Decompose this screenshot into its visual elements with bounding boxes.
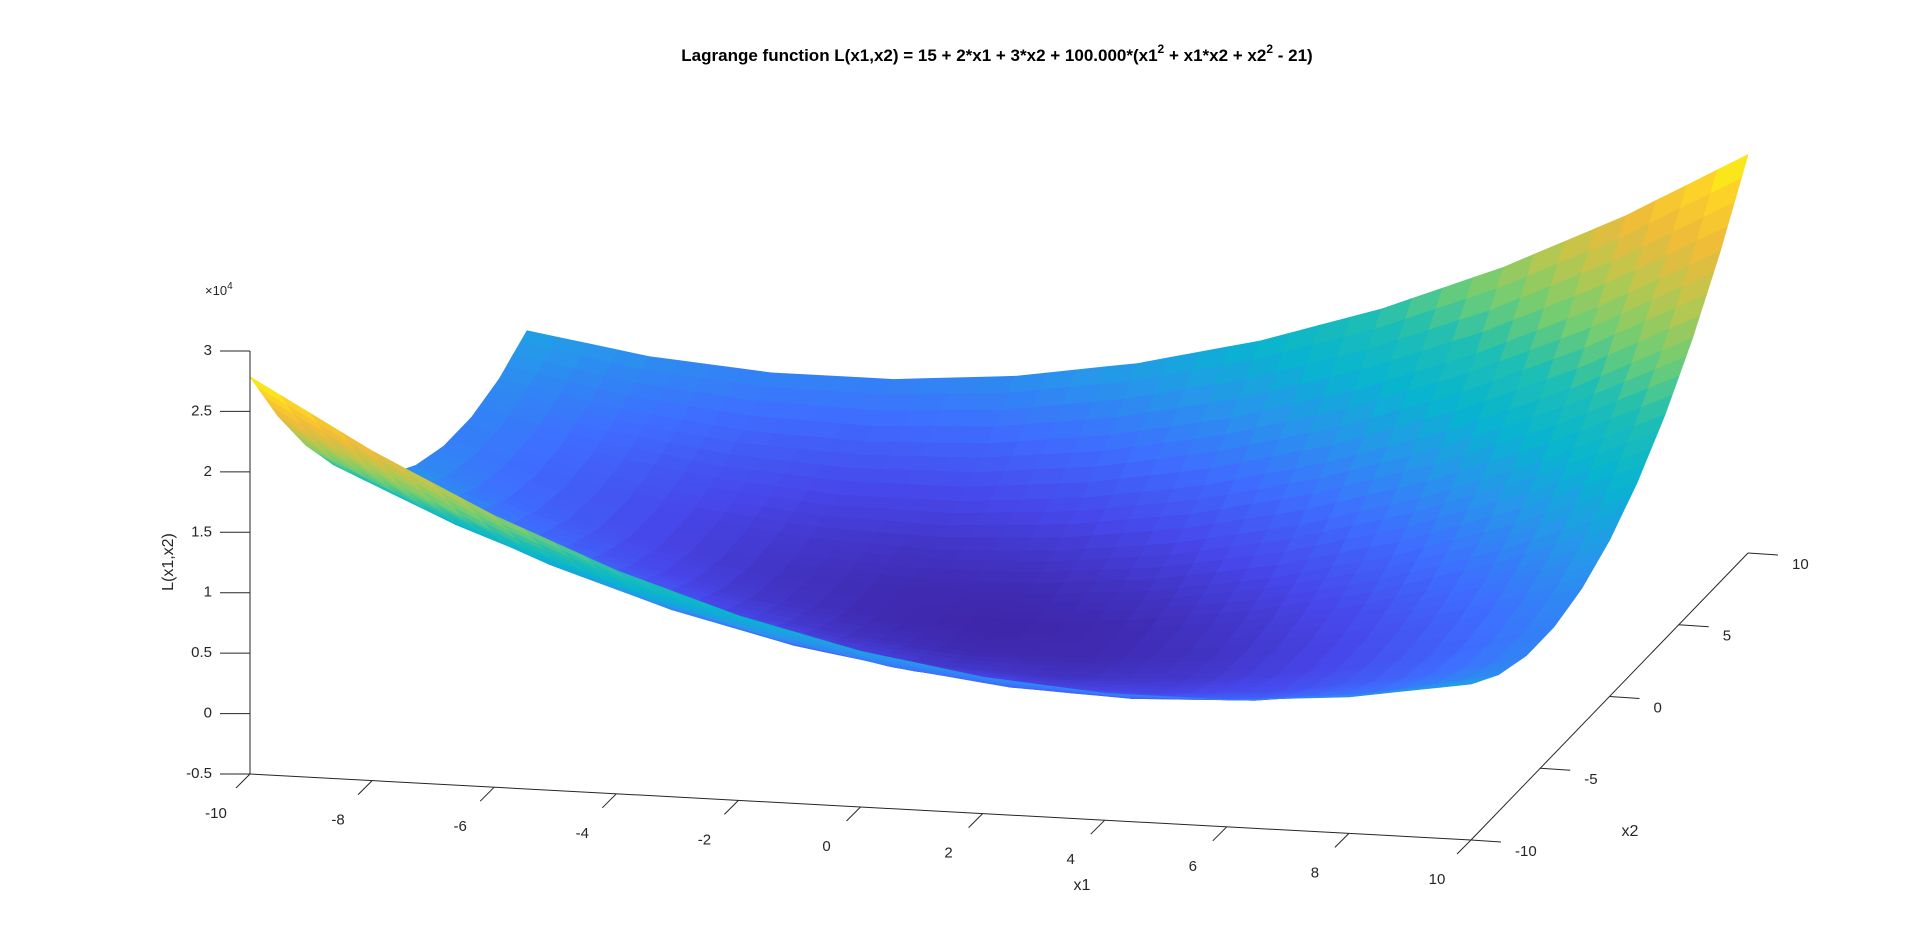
z-tick-label: 3	[204, 342, 212, 359]
x-tick-label: 10	[1429, 871, 1446, 888]
surface-patch	[1440, 681, 1479, 688]
x-tick-label: -2	[698, 831, 711, 848]
x-tick	[968, 813, 983, 828]
x-tick	[235, 773, 251, 789]
x-tick-label: -8	[331, 812, 344, 829]
x-tick-label: -10	[205, 805, 227, 822]
x-tick	[357, 780, 373, 795]
x-tick-label: 0	[822, 838, 830, 855]
x-tick-label: 2	[944, 845, 952, 862]
superscript: 4	[227, 281, 233, 292]
z-tick-label: 2.5	[191, 402, 212, 419]
z-exponent: ×104	[205, 281, 233, 298]
y-tick	[1609, 696, 1640, 699]
superscript: 2	[1158, 42, 1165, 56]
x-axis-title: x1	[1074, 877, 1091, 894]
y-tick-label: -5	[1584, 771, 1597, 788]
y-tick-label: 5	[1723, 628, 1731, 645]
y-tick-label: -10	[1515, 843, 1537, 860]
z-tick-label: 1.5	[191, 523, 212, 540]
text-part: Lagrange function L(x1,x2) = 15 + 2*x1 +…	[681, 46, 1157, 65]
x-tick	[846, 806, 861, 822]
z-tick-label: 0	[204, 705, 212, 722]
x-tick	[479, 786, 495, 802]
x-tick-label: 6	[1189, 858, 1197, 875]
x-tick	[724, 800, 739, 815]
z-tick-label: 2	[204, 463, 212, 480]
x-tick-label: 8	[1311, 864, 1319, 881]
x-tick	[1456, 839, 1472, 855]
y-tick	[1678, 624, 1709, 628]
superscript: 2	[1266, 42, 1273, 56]
x-tick	[1090, 819, 1106, 835]
surface	[249, 154, 1749, 701]
y-tick	[1747, 552, 1779, 556]
z-tick-label: -0.5	[186, 765, 212, 782]
x-tick	[601, 793, 617, 809]
text-part: ×10	[205, 283, 227, 298]
y-tick-label: 10	[1792, 556, 1809, 573]
x-tick-label: -6	[454, 818, 467, 835]
y-axis-title: x2	[1622, 823, 1639, 840]
chart-title: Lagrange function L(x1,x2) = 15 + 2*x1 +…	[681, 42, 1312, 65]
text-part: - 21)	[1273, 46, 1313, 65]
y-tick	[1470, 839, 1502, 843]
z-tick-label: 0.5	[191, 644, 212, 661]
z-tick-label: 1	[204, 584, 212, 601]
axes: -10 -8 -6 -4 -2 0 2 4 6 8 10 -10 -5 0 5 10 -0.5 0 0.5 1 1.5 2…	[186, 342, 1809, 888]
z-axis-title: L(x1,x2)	[160, 533, 177, 591]
y-tick	[1540, 767, 1571, 771]
y-tick-label: 0	[1654, 699, 1662, 716]
x-tick	[1212, 826, 1228, 842]
x-tick	[1334, 833, 1350, 848]
text-part: + x1*x2 + x2	[1164, 46, 1266, 65]
x-tick-label: -4	[576, 825, 589, 842]
x-tick-label: 4	[1067, 851, 1075, 868]
